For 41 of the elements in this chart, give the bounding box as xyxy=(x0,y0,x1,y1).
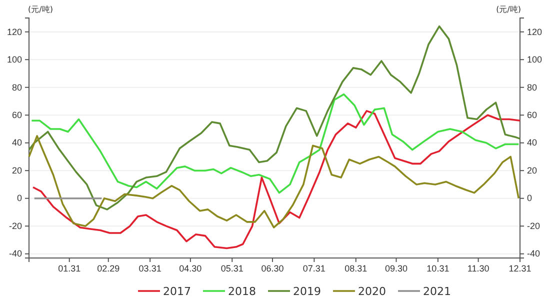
y-tick-label: 60 xyxy=(12,110,22,120)
legend-label: 2021 xyxy=(423,285,451,298)
legend-label: 2018 xyxy=(228,285,256,298)
x-tick-label: 12.31 xyxy=(508,263,532,274)
y2-axis-title: (元/吨) xyxy=(496,5,521,14)
x-tick-label: 07.31 xyxy=(302,263,326,274)
y2-tick-label: 60 xyxy=(527,110,538,120)
line-series xyxy=(28,25,521,210)
y2-tick-label: 20 xyxy=(527,165,538,176)
y2-tick-label: 40 xyxy=(527,138,538,148)
y-tick-label: -20 xyxy=(8,220,22,231)
x-tick-label: 05.31 xyxy=(220,263,244,274)
x-tick-label: 02.29 xyxy=(97,263,120,274)
y-tick-label: 0 xyxy=(16,193,22,204)
x-tick-label: 08.31 xyxy=(344,263,368,274)
y-tick-label: 80 xyxy=(12,82,22,92)
x-tick-label: 11.30 xyxy=(467,263,490,274)
y-tick-label: 20 xyxy=(12,165,22,176)
line-series xyxy=(32,110,521,250)
x-tick-label: 09.30 xyxy=(384,263,408,274)
y-tick-label: 40 xyxy=(12,138,22,148)
x-tick-label: 06.30 xyxy=(261,263,284,274)
y-tick-label: 120 xyxy=(6,26,22,37)
line-series xyxy=(30,93,520,194)
legend-label: 2020 xyxy=(358,285,386,298)
legend-label: 2017 xyxy=(163,285,191,298)
y2-tick-label: 120 xyxy=(527,26,542,37)
y2-tick-label: 100 xyxy=(527,54,542,64)
legend-label: 2019 xyxy=(293,285,321,298)
y-tick-label: 100 xyxy=(6,54,22,64)
y2-tick-label: 0 xyxy=(527,193,532,204)
x-tick-label: 04.30 xyxy=(179,263,202,274)
x-tick-label: 01.31 xyxy=(58,263,81,274)
line-series xyxy=(28,135,520,228)
y2-tick-label: -20 xyxy=(527,220,540,231)
y-tick-label: -40 xyxy=(8,248,22,259)
y-axis-title: (元/吨) xyxy=(28,5,53,14)
y2-tick-label: 80 xyxy=(527,82,538,92)
y2-tick-label: -40 xyxy=(527,248,540,259)
x-tick-label: 03.31 xyxy=(138,263,162,274)
x-tick-label: 10.31 xyxy=(426,263,450,274)
